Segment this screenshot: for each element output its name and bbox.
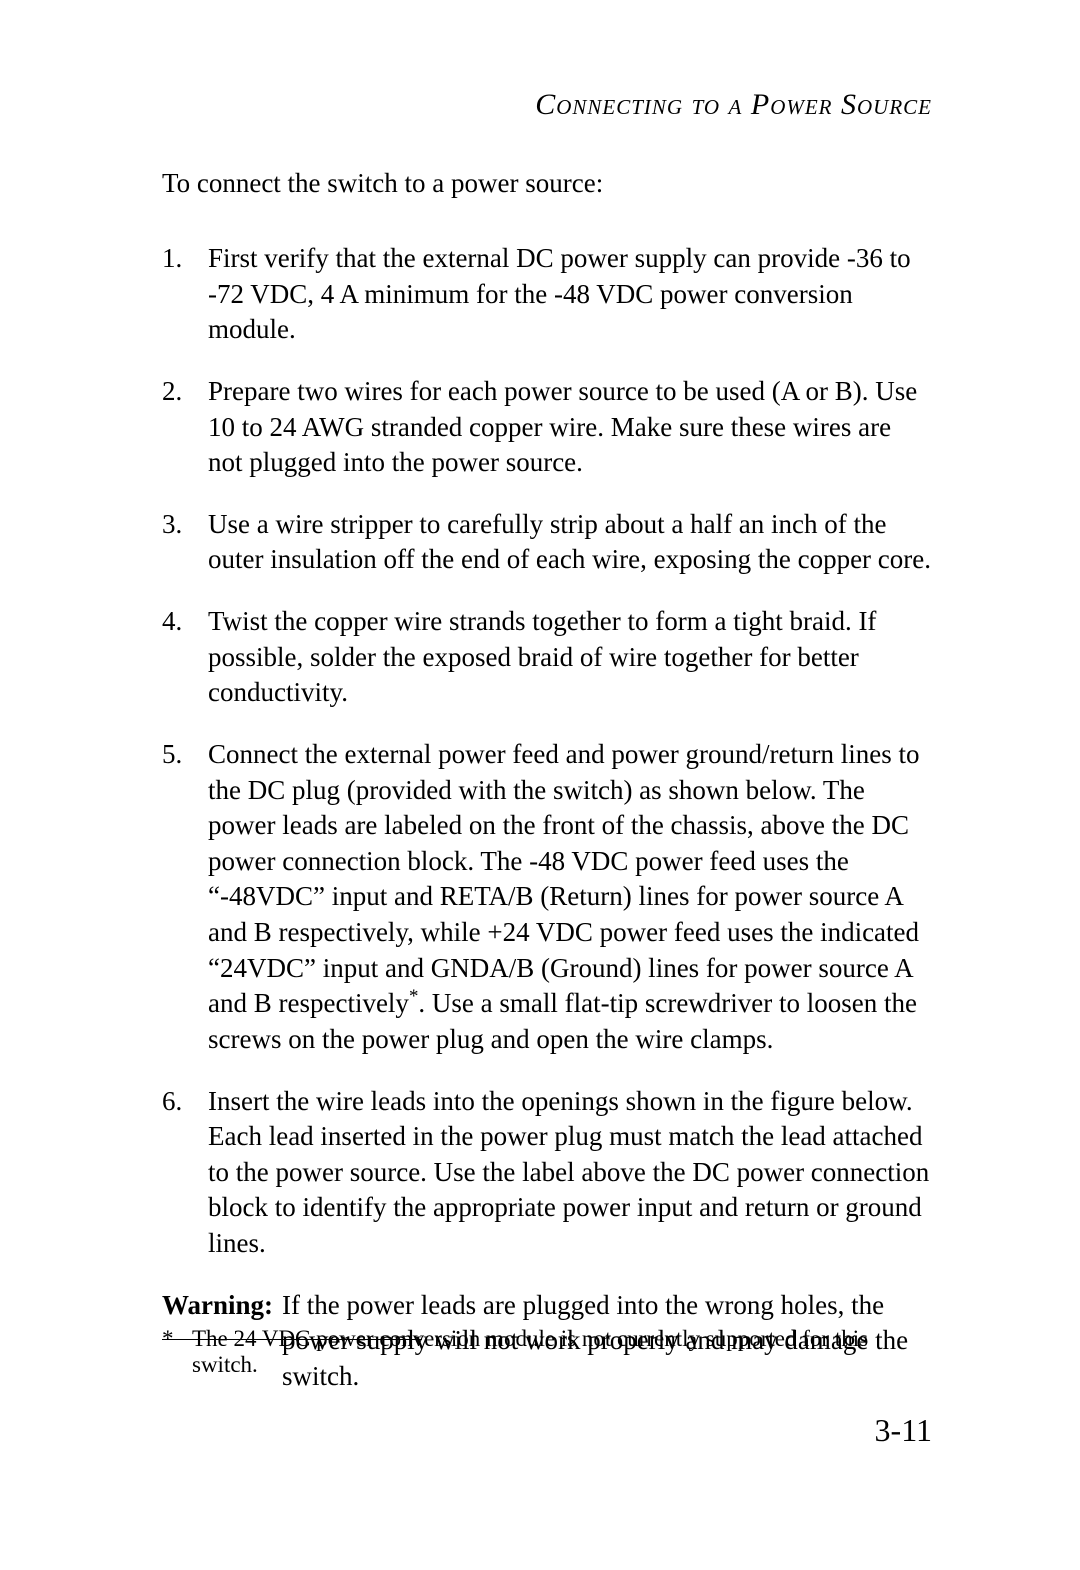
list-item: 1. First verify that the external DC pow… bbox=[162, 241, 932, 348]
list-item: 2. Prepare two wires for each power sour… bbox=[162, 374, 932, 481]
footnote-text: The 24 VDC power conversion module is no… bbox=[192, 1326, 932, 1378]
intro-text: To connect the switch to a power source: bbox=[162, 166, 932, 201]
list-item-number: 6. bbox=[162, 1084, 208, 1262]
list-item-text: Twist the copper wire strands together t… bbox=[208, 604, 932, 711]
page-header-title: Connecting to a Power Source bbox=[535, 88, 932, 122]
list-item-number: 2. bbox=[162, 374, 208, 481]
footnote: * The 24 VDC power conversion module is … bbox=[162, 1326, 932, 1378]
footnote-marker: * bbox=[162, 1326, 192, 1378]
list-item-text: Use a wire stripper to carefully strip a… bbox=[208, 507, 932, 578]
list-item-text: Prepare two wires for each power source … bbox=[208, 374, 932, 481]
list-item: 3. Use a wire stripper to carefully stri… bbox=[162, 507, 932, 578]
list-item-number: 5. bbox=[162, 737, 208, 1058]
document-page: Connecting to a Power Source To connect … bbox=[0, 0, 1080, 1570]
list-item-number: 4. bbox=[162, 604, 208, 711]
list-item: 4. Twist the copper wire strands togethe… bbox=[162, 604, 932, 711]
list-item: 6. Insert the wire leads into the openin… bbox=[162, 1084, 932, 1262]
list-item-number: 1. bbox=[162, 241, 208, 348]
list-item: 5. Connect the external power feed and p… bbox=[162, 737, 932, 1058]
list-item-text: First verify that the external DC power … bbox=[208, 241, 932, 348]
list-item-number: 3. bbox=[162, 507, 208, 578]
list-item-text: Connect the external power feed and powe… bbox=[208, 737, 932, 1058]
page-number: 3-11 bbox=[875, 1412, 932, 1449]
numbered-list: 1. First verify that the external DC pow… bbox=[162, 215, 932, 1395]
list-item-text: Insert the wire leads into the openings … bbox=[208, 1084, 932, 1262]
